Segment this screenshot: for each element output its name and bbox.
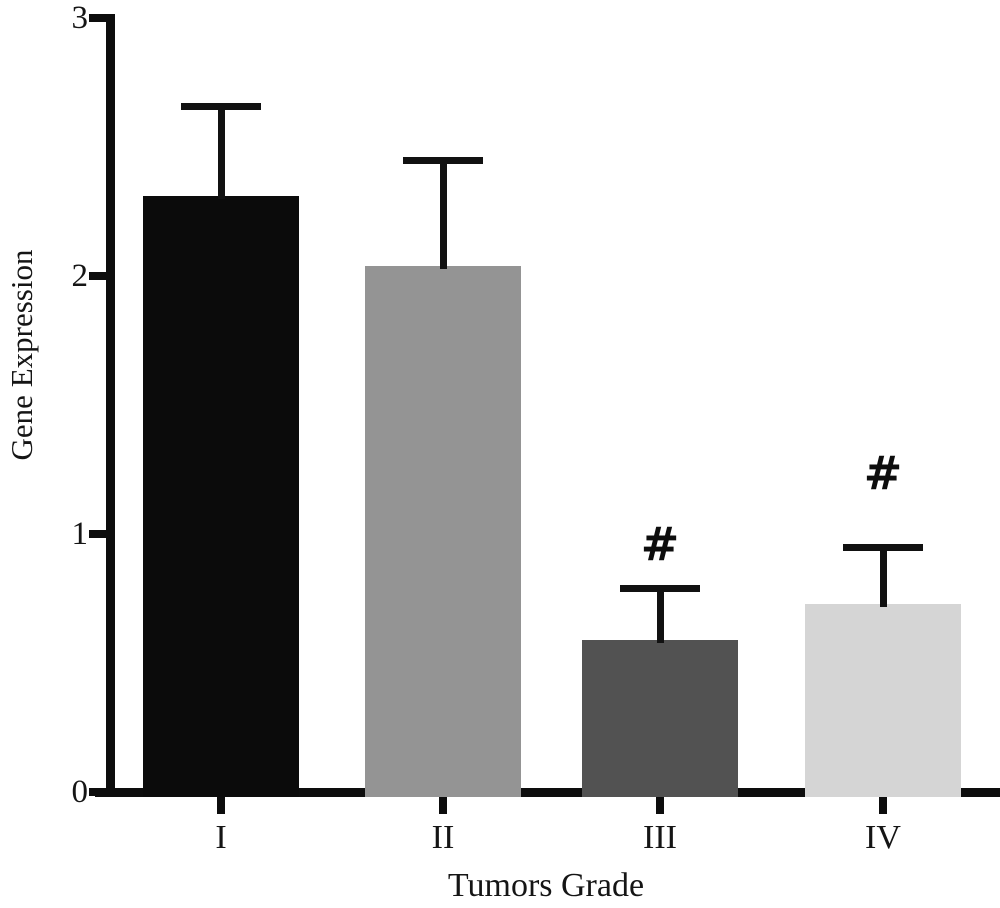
y-tick-label-3: 3 bbox=[71, 0, 89, 36]
error-bar-stem-IV bbox=[880, 546, 887, 607]
y-tick-label-1: 1 bbox=[71, 516, 89, 552]
x-axis-line bbox=[95, 788, 1000, 797]
error-bar-cap-II bbox=[403, 156, 483, 164]
significance-marker-III: # bbox=[640, 517, 680, 572]
error-bar-cap-I bbox=[181, 102, 261, 110]
bar-grade-IV bbox=[805, 603, 961, 797]
x-tick-label-III: III bbox=[643, 819, 677, 856]
y-tick-0 bbox=[89, 788, 106, 796]
y-tick-3 bbox=[89, 14, 106, 22]
y-tick-label-0: 0 bbox=[71, 774, 89, 810]
y-axis-title: Gene Expression bbox=[4, 249, 39, 461]
significance-marker-IV: # bbox=[863, 445, 903, 500]
x-tick-III bbox=[656, 797, 664, 814]
x-tick-label-I: I bbox=[215, 819, 227, 856]
x-tick-I bbox=[217, 797, 225, 814]
error-bar-cap-III bbox=[620, 585, 700, 593]
x-tick-II bbox=[439, 797, 447, 814]
y-tick-2 bbox=[89, 272, 106, 280]
y-tick-1 bbox=[89, 530, 106, 538]
error-bar-cap-IV bbox=[843, 543, 923, 551]
bar-grade-I bbox=[143, 196, 299, 797]
bar-grade-II bbox=[365, 265, 521, 797]
x-tick-label-II: II bbox=[431, 819, 455, 856]
bar-grade-III bbox=[582, 639, 738, 797]
y-axis-line bbox=[106, 14, 115, 797]
x-tick-label-IV: IV bbox=[865, 819, 901, 856]
y-tick-label-2: 2 bbox=[71, 258, 89, 294]
error-bar-stem-I bbox=[218, 105, 225, 200]
x-axis-title: Tumors Grade bbox=[447, 867, 645, 904]
error-bar-stem-II bbox=[440, 159, 447, 269]
x-tick-IV bbox=[879, 797, 887, 814]
error-bar-stem-III bbox=[657, 588, 664, 643]
